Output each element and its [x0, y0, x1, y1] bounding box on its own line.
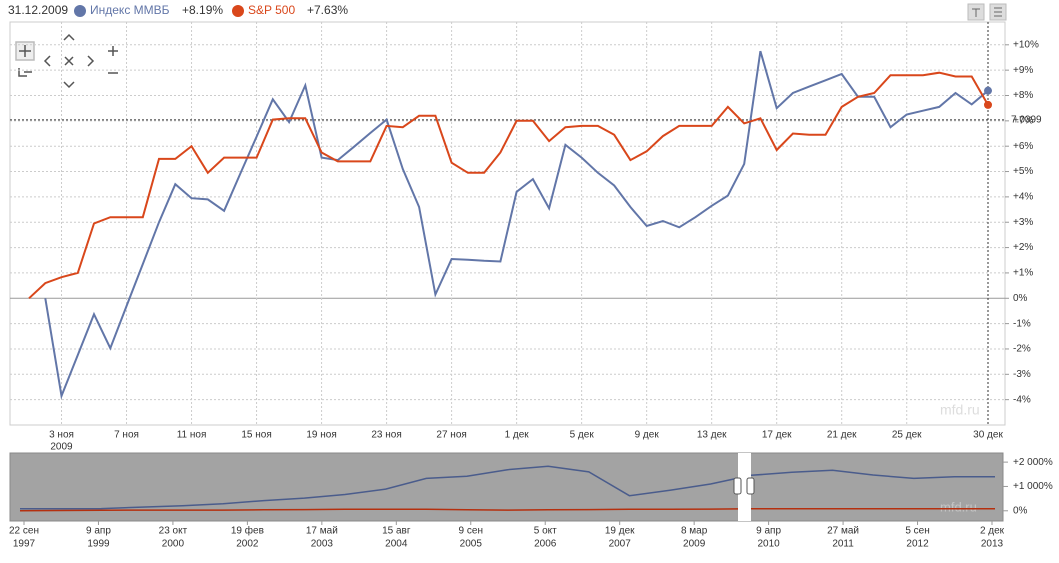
- navigator-x-year: 2006: [534, 539, 557, 550]
- x-year-label: 2009: [50, 442, 73, 453]
- end-point: [984, 100, 992, 109]
- series-line: [44, 50, 989, 400]
- x-tick-label: 9 дек: [635, 430, 660, 441]
- navigator-x-year: 2007: [609, 539, 632, 550]
- navigator-x-label: 5 сен: [905, 526, 929, 537]
- navigator-x-label: 2 дек: [980, 526, 1005, 537]
- navigator-x-year: 2010: [757, 539, 780, 550]
- toolbar[interactable]: [15, 33, 118, 89]
- navigator-x-label: 27 май: [827, 526, 859, 537]
- y-tick-label: -2%: [1013, 344, 1031, 355]
- navigator-x-label: 19 фев: [231, 525, 264, 537]
- navigator-x-label: 15 авг: [382, 526, 411, 537]
- y-tick-label: +6%: [1013, 141, 1033, 152]
- navigator-x-label: 23 окт: [159, 526, 188, 537]
- navigator-x-year: 2011: [832, 539, 854, 550]
- y-tick-label: -4%: [1013, 394, 1031, 405]
- x-tick-label: 23 ноя: [371, 430, 401, 441]
- navigator-y-label: 0%: [1013, 505, 1028, 516]
- navigator-x-label: 19 дек: [605, 526, 635, 537]
- crosshair-label: 7.0399: [1011, 114, 1042, 125]
- navigator-handle[interactable]: [733, 477, 742, 495]
- legend-label[interactable]: S&P 500: [248, 3, 295, 17]
- navigator-x-year: 2013: [981, 539, 1004, 550]
- navigator-x-year: 2000: [162, 539, 185, 550]
- y-tick-label: +3%: [1013, 217, 1033, 228]
- y-tick-label: +9%: [1013, 65, 1033, 76]
- navigator-y-label: +1 000%: [1013, 481, 1053, 492]
- legend-marker[interactable]: [74, 5, 86, 17]
- y-tick-label: +2%: [1013, 242, 1033, 253]
- navigator-x-label: 22 сен: [9, 526, 39, 537]
- y-tick-label: +5%: [1013, 166, 1033, 177]
- series-line: [28, 71, 989, 300]
- plot-frame: [9, 21, 1006, 426]
- y-tick-label: -1%: [1013, 318, 1031, 329]
- navigator-x-label: 9 сен: [459, 526, 483, 537]
- navigator-x-year: 2003: [311, 539, 334, 550]
- navigator-x-label: 8 мар: [681, 526, 708, 537]
- navigator-x-year: 1997: [13, 539, 36, 550]
- end-point: [984, 86, 992, 95]
- navigator-x-label: 9 апр: [756, 526, 781, 537]
- y-tick-label: +7%: [1013, 115, 1033, 126]
- x-tick-label: 21 дек: [827, 430, 857, 441]
- x-tick-label: 11 ноя: [177, 430, 207, 441]
- legend-label[interactable]: Индекс ММВБ: [90, 3, 170, 17]
- y-tick-label: 0%: [1013, 293, 1028, 304]
- navigator-selection[interactable]: [738, 453, 751, 521]
- x-tick-label: 7 ноя: [114, 430, 139, 441]
- y-tick-label: +8%: [1013, 90, 1033, 101]
- x-tick-label: 1 дек: [505, 430, 530, 441]
- navigator-x-year: 2009: [683, 539, 706, 550]
- y-tick-label: +10%: [1013, 39, 1039, 50]
- x-tick-label: 17 дек: [762, 430, 792, 441]
- x-tick-label: 13 дек: [697, 430, 727, 441]
- navigator-x-year: 2002: [236, 539, 259, 550]
- x-tick-label: 19 ноя: [306, 430, 336, 441]
- navigator-x-year: 2005: [460, 539, 483, 550]
- navigator-handle[interactable]: [746, 477, 755, 495]
- y-tick-label: -3%: [1013, 369, 1031, 380]
- date-label: 31.12.2009: [8, 3, 68, 17]
- y-tick-label: +1%: [1013, 268, 1033, 279]
- legend-marker[interactable]: [232, 5, 244, 17]
- legend-change: +8.19%: [182, 3, 223, 17]
- navigator-x-year: 2004: [385, 539, 408, 550]
- navigator-x-year: 2012: [906, 539, 929, 550]
- menu-icon: [994, 7, 1002, 17]
- export-icon: [972, 8, 980, 17]
- x-tick-label: 25 дек: [892, 430, 922, 441]
- x-tick-label: 3 ноя: [49, 430, 74, 441]
- watermark: mfd.ru: [940, 499, 977, 514]
- x-tick-label: 15 ноя: [241, 430, 271, 441]
- watermark: mfd.ru: [940, 402, 980, 418]
- navigator-line: [20, 465, 995, 510]
- x-tick-label: 30 дек: [973, 430, 1003, 441]
- navigator-line: [19, 508, 995, 512]
- navigator-y-label: +2 000%: [1013, 457, 1053, 468]
- x-tick-label: 5 дек: [570, 430, 595, 441]
- navigator-x-year: 1999: [87, 539, 110, 550]
- x-tick-label: 27 ноя: [436, 430, 466, 441]
- y-tick-label: +4%: [1013, 192, 1033, 203]
- navigator-x-label: 5 окт: [534, 526, 557, 537]
- legend-change: +7.63%: [307, 3, 348, 17]
- navigator-x-label: 17 май: [306, 526, 338, 537]
- navigator-x-label: 9 апр: [86, 526, 111, 537]
